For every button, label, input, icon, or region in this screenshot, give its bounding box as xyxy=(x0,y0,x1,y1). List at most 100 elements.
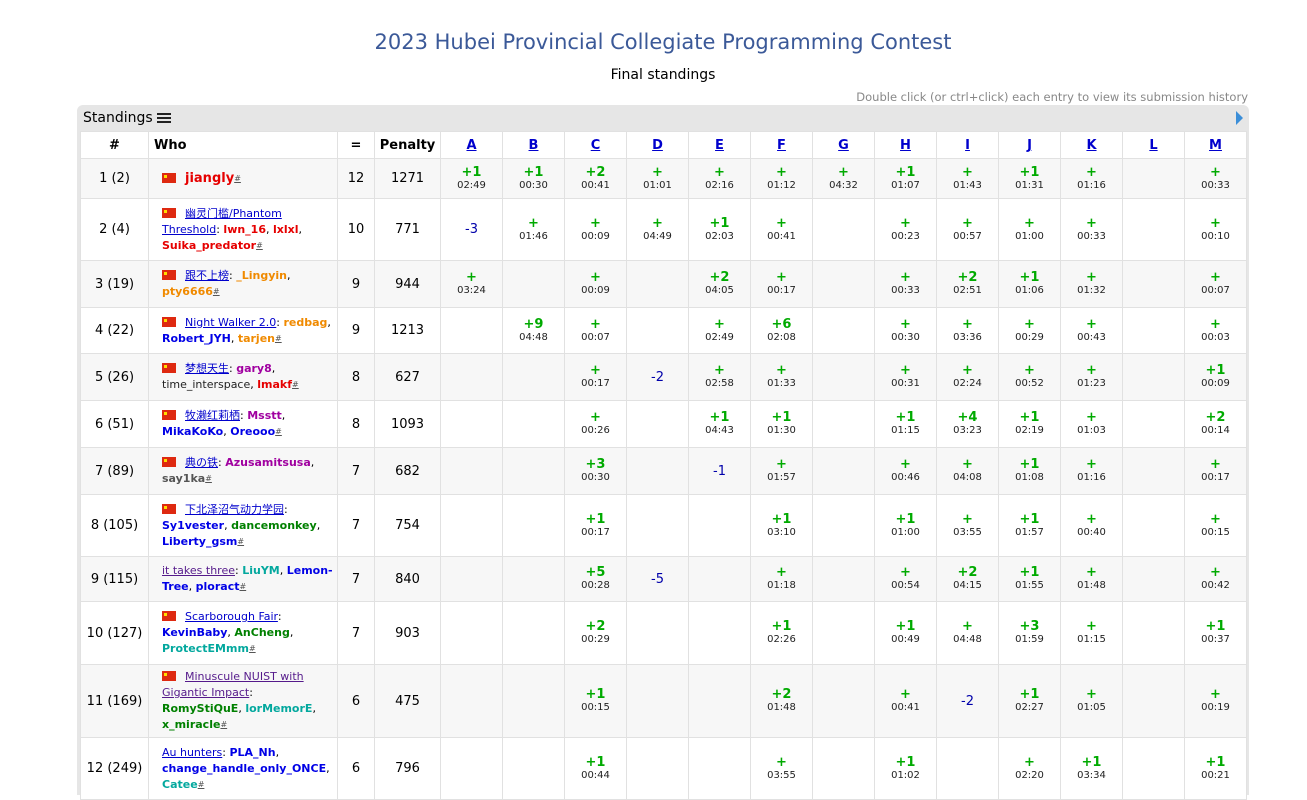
problem-link[interactable]: G xyxy=(838,137,849,153)
problem-cell-k[interactable]: +01:16 xyxy=(1060,447,1123,495)
problem-cell-c[interactable]: +1 00:44 xyxy=(564,737,627,800)
problem-cell-i[interactable]: +04:48 xyxy=(936,601,999,665)
standings-row[interactable]: 5 (26) 梦想天生: gary8, time_interspace, lmak… xyxy=(80,353,1247,401)
problem-cell-e[interactable] xyxy=(688,737,751,800)
problem-header-j[interactable]: J xyxy=(998,131,1061,159)
problem-cell-f[interactable]: +2 01:48 xyxy=(750,664,813,738)
problem-cell-j[interactable]: +00:52 xyxy=(998,353,1061,401)
problem-header-h[interactable]: H xyxy=(874,131,937,159)
problem-cell-d[interactable]: -5 xyxy=(626,556,689,602)
standings-row[interactable]: 4 (22) Night Walker 2.0: redbag, Robert_J… xyxy=(80,307,1247,354)
history-link[interactable]: # xyxy=(220,720,228,729)
team-name[interactable]: it takes three xyxy=(162,564,235,577)
problem-cell-l[interactable] xyxy=(1122,556,1185,602)
standings-row[interactable]: 3 (19) 跟不上榜: _Lingyin, pty6666# 9 944 +03:24… xyxy=(80,260,1247,308)
problem-cell-f[interactable]: +01:57 xyxy=(750,447,813,495)
member-handle[interactable]: Sy1vester xyxy=(162,518,225,532)
problem-cell-j[interactable]: +01:00 xyxy=(998,198,1061,261)
standings-row[interactable]: 10 (127) Scarborough Fair: KevinBaby, AnC… xyxy=(80,601,1247,665)
problem-cell-e[interactable]: +1 02:03 xyxy=(688,198,751,261)
problem-cell-h[interactable]: +00:23 xyxy=(874,198,937,261)
standings-row[interactable]: 8 (105) 下北泽沼气动力学园: Sy1vester, dancemonkey… xyxy=(80,494,1247,557)
problem-cell-h[interactable]: +1 01:15 xyxy=(874,400,937,448)
problem-cell-c[interactable]: +3 00:30 xyxy=(564,447,627,495)
problem-cell-k[interactable]: +00:40 xyxy=(1060,494,1123,557)
team-name[interactable]: Night Walker 2.0 xyxy=(185,315,277,329)
problem-cell-k[interactable]: +00:33 xyxy=(1060,198,1123,261)
member-handle[interactable]: pty6666 xyxy=(162,285,213,298)
history-link[interactable]: # xyxy=(234,173,241,183)
problem-cell-k[interactable]: +1 03:34 xyxy=(1060,737,1123,800)
problem-cell-j[interactable]: +1 01:06 xyxy=(998,260,1061,308)
problem-cell-h[interactable]: +1 00:49 xyxy=(874,601,937,665)
problem-cell-m[interactable]: +1 00:09 xyxy=(1184,353,1247,401)
problem-cell-i[interactable] xyxy=(936,737,999,800)
problem-cell-g[interactable] xyxy=(812,494,875,557)
problem-cell-g[interactable] xyxy=(812,353,875,401)
problem-cell-l[interactable] xyxy=(1122,664,1185,738)
member-handle[interactable]: Catee xyxy=(162,777,198,791)
problem-cell-i[interactable]: +02:24 xyxy=(936,353,999,401)
problem-cell-e[interactable]: -1 xyxy=(688,447,751,495)
member-handle[interactable]: RomyStiQuE xyxy=(162,702,239,715)
team-name[interactable]: 梦想天生 xyxy=(185,362,229,375)
standings-row[interactable]: 12 (249) Au hunters: PLA_Nh, change_handl… xyxy=(80,737,1247,800)
problem-cell-g[interactable] xyxy=(812,260,875,308)
history-link[interactable]: # xyxy=(197,779,205,789)
problem-cell-l[interactable] xyxy=(1122,198,1185,261)
problem-cell-e[interactable] xyxy=(688,601,751,665)
member-handle[interactable]: dancemonkey xyxy=(231,518,317,532)
problem-cell-m[interactable]: +00:15 xyxy=(1184,494,1247,557)
problem-cell-f[interactable]: +01:33 xyxy=(750,353,813,401)
problem-cell-f[interactable]: +1 02:26 xyxy=(750,601,813,665)
problem-cell-l[interactable] xyxy=(1122,260,1185,308)
problem-cell-a[interactable] xyxy=(440,353,503,401)
standings-row[interactable]: 9 (115) it takes three: LiuYM, Lemon-Tree… xyxy=(80,556,1247,602)
problem-cell-f[interactable]: +01:18 xyxy=(750,556,813,602)
team-name[interactable]: 牧濑红莉栖 xyxy=(185,409,240,422)
problem-cell-l[interactable] xyxy=(1122,158,1185,199)
expand-arrow-icon[interactable] xyxy=(1236,111,1243,125)
problem-cell-d[interactable] xyxy=(626,494,689,557)
member-handle[interactable]: lmakf xyxy=(257,378,293,391)
problem-link[interactable]: J xyxy=(1027,137,1032,153)
problem-cell-e[interactable]: +1 04:43 xyxy=(688,400,751,448)
history-link[interactable]: # xyxy=(275,427,282,436)
problem-cell-c[interactable]: +2 00:29 xyxy=(564,601,627,665)
problem-cell-g[interactable]: +04:32 xyxy=(812,158,875,199)
problem-cell-a[interactable]: +1 02:49 xyxy=(440,158,503,199)
problem-cell-m[interactable]: +2 00:14 xyxy=(1184,400,1247,448)
problem-cell-j[interactable]: +1 01:31 xyxy=(998,158,1061,199)
problem-cell-g[interactable] xyxy=(812,737,875,800)
team-name[interactable]: Scarborough Fair xyxy=(185,610,278,623)
member-handle[interactable]: Liberty_gsm xyxy=(162,534,238,548)
problem-cell-g[interactable] xyxy=(812,556,875,602)
team-name[interactable]: 跟不上榜 xyxy=(185,269,229,282)
problem-cell-c[interactable]: +00:09 xyxy=(564,198,627,261)
problem-cell-h[interactable]: +1 01:00 xyxy=(874,494,937,557)
problem-cell-b[interactable] xyxy=(502,737,565,800)
problem-link[interactable]: C xyxy=(590,137,601,153)
team-name[interactable]: Minuscule NUIST with Gigantic Impact xyxy=(162,670,304,699)
problem-cell-l[interactable] xyxy=(1122,494,1185,557)
problem-cell-d[interactable] xyxy=(626,664,689,738)
problem-cell-i[interactable]: +03:55 xyxy=(936,494,999,557)
problem-cell-d[interactable] xyxy=(626,307,689,354)
problem-cell-a[interactable] xyxy=(440,494,503,557)
problem-cell-d[interactable] xyxy=(626,737,689,800)
problem-cell-j[interactable]: +00:29 xyxy=(998,307,1061,354)
problem-cell-e[interactable] xyxy=(688,494,751,557)
problem-cell-m[interactable]: +00:19 xyxy=(1184,664,1247,738)
problem-cell-a[interactable] xyxy=(440,556,503,602)
member-handle[interactable]: AnCheng xyxy=(234,626,290,639)
problem-cell-k[interactable]: +00:43 xyxy=(1060,307,1123,354)
problem-cell-g[interactable] xyxy=(812,307,875,354)
problem-cell-d[interactable] xyxy=(626,400,689,448)
problem-cell-d[interactable] xyxy=(626,601,689,665)
problem-cell-e[interactable]: +02:49 xyxy=(688,307,751,354)
problem-cell-b[interactable] xyxy=(502,447,565,495)
problem-cell-c[interactable]: +2 00:41 xyxy=(564,158,627,199)
problem-cell-d[interactable] xyxy=(626,447,689,495)
problem-cell-a[interactable] xyxy=(440,601,503,665)
problem-link[interactable]: H xyxy=(900,137,911,153)
